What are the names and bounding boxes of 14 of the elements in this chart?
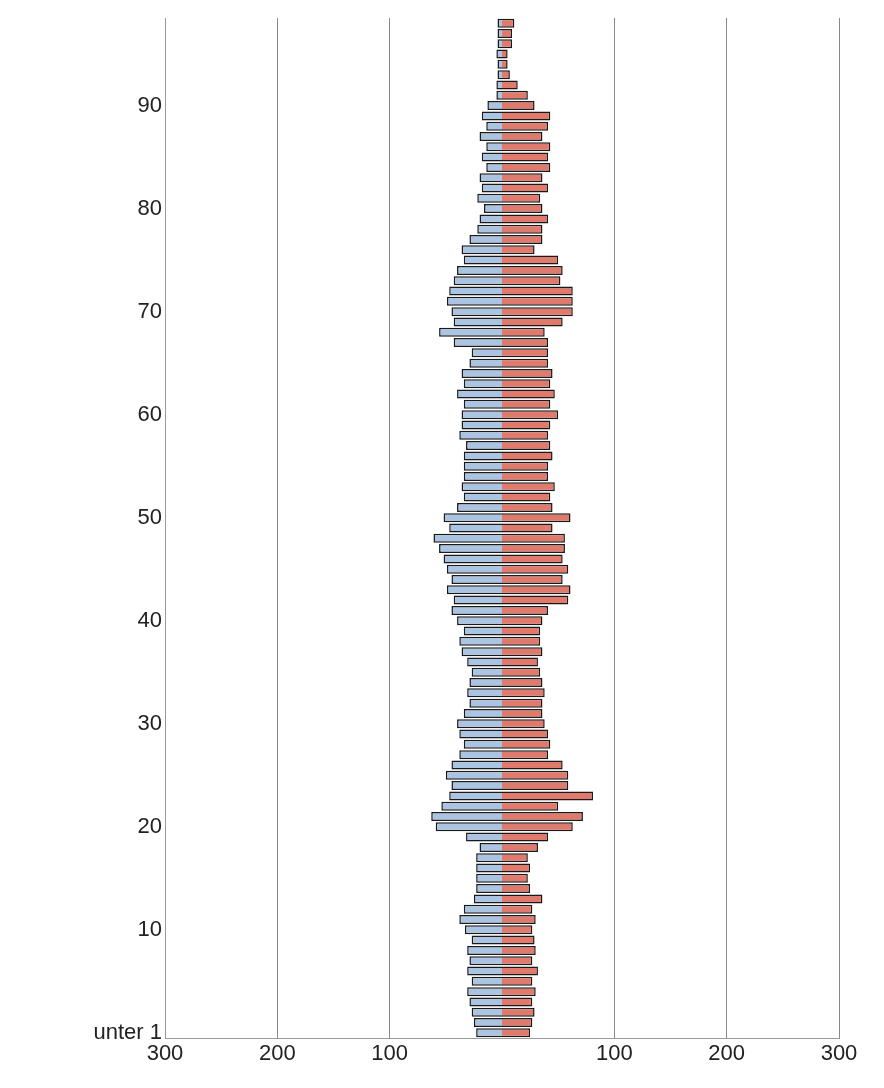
y-tick-label: 10 (137, 915, 162, 941)
y-tick-label: 50 (137, 503, 162, 529)
y-tick-label: 40 (137, 606, 162, 632)
y-tick-label: 80 (137, 194, 162, 220)
y-tick-label: 70 (137, 297, 162, 323)
x-tick-label: 300 (820, 1040, 858, 1066)
x-tick-label: 200 (708, 1040, 746, 1066)
x-tick-label: 100 (595, 1040, 633, 1066)
y-tick-label: 60 (137, 400, 162, 426)
x-tick-label: 100 (371, 1040, 409, 1066)
x-tick-label: 200 (258, 1040, 296, 1066)
y-tick-label: 20 (137, 812, 162, 838)
y-tick-label: 30 (137, 709, 162, 735)
y-tick-label: 90 (137, 91, 162, 117)
